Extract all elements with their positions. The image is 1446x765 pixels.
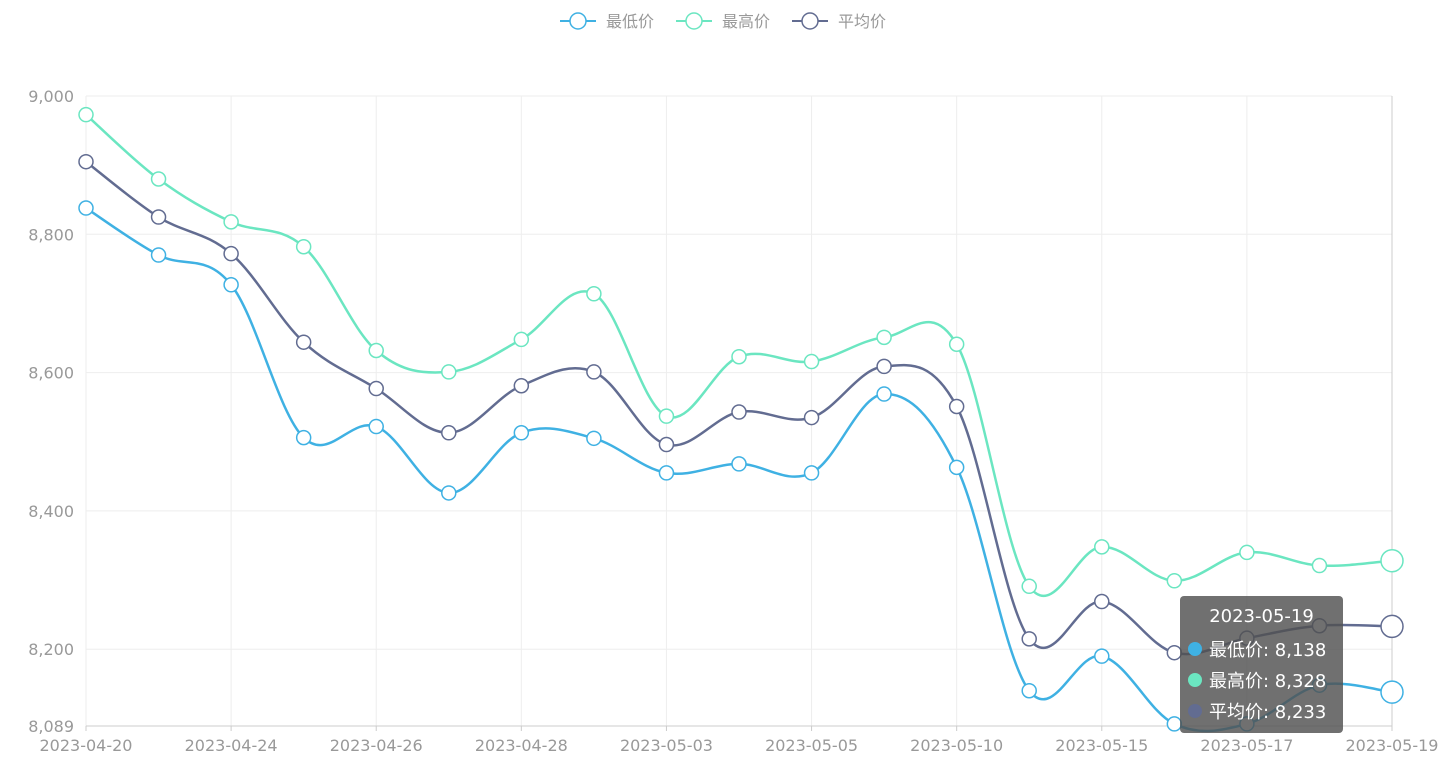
series-point-1: [368, 342, 384, 359]
series-point-2: [78, 153, 94, 170]
series-point-1: [150, 171, 167, 187]
series-point-1: [1380, 548, 1404, 573]
series-point-2: [803, 409, 820, 426]
series-point-0: [731, 456, 747, 472]
series-point-2: [223, 245, 239, 262]
series-point-0: [368, 418, 384, 435]
series-point-0: [948, 459, 965, 476]
series-point-2: [658, 436, 675, 453]
legend-label: 最高价: [722, 12, 770, 31]
series-point-1: [441, 364, 457, 380]
series-point-0: [803, 465, 820, 481]
legend-label: 最低价: [606, 12, 654, 31]
series-point-0: [150, 247, 167, 263]
legend-marker: [801, 12, 819, 30]
y-tick-label: 8,200: [28, 640, 74, 659]
y-tick-label: 8,600: [28, 364, 74, 383]
series-point-1: [1311, 557, 1328, 574]
x-tick-label: 2023-04-20: [40, 736, 133, 755]
x-tick-label: 2023-05-17: [1200, 736, 1293, 755]
x-tick-label: 2023-05-05: [765, 736, 858, 755]
series-point-1: [586, 286, 602, 302]
series-point-0: [586, 430, 602, 447]
series-point-1: [948, 336, 965, 353]
series-point-0: [441, 485, 457, 501]
axes: 8,089 8,200 8,400 8,600 8,800 9,000 2023-04-20…: [28, 87, 1438, 755]
series-point-1: [1094, 539, 1110, 555]
series-point-1: [513, 331, 530, 348]
series-point-2: [368, 380, 384, 397]
tooltip: 2023-05-19 最低价: 8,138 最高价: 8,328 平均价: 8,…: [1180, 596, 1343, 733]
series-point-2: [295, 334, 312, 350]
y-tick-label: 8,800: [28, 225, 74, 244]
series-point-0: [513, 425, 530, 441]
series-point-1: [1166, 573, 1183, 589]
tooltip-date: 2023-05-19: [1209, 606, 1314, 627]
series-point-2: [586, 364, 602, 380]
series-point-0: [295, 429, 312, 446]
series-point-1: [295, 239, 312, 255]
tooltip-row-high: 最高价: 8,328: [1188, 664, 1335, 695]
series-point-2: [1380, 614, 1404, 639]
series-point-0: [658, 465, 675, 481]
series-point-0: [78, 200, 94, 216]
series-point-2: [441, 425, 457, 441]
series-point-2: [513, 378, 530, 394]
x-tick-label: 2023-05-03: [620, 736, 713, 755]
tooltip-row-avg: 平均价: 8,233: [1188, 695, 1335, 726]
series-point-1: [731, 348, 747, 365]
series-point-0: [876, 386, 892, 402]
legend[interactable]: 最低价 最高价 平均价: [560, 12, 886, 31]
series-point-2: [876, 358, 892, 375]
series-lines: [78, 106, 1404, 733]
series-point-2: [1021, 631, 1037, 647]
series-point-1: [1021, 578, 1037, 595]
tooltip-dot-high: [1188, 672, 1202, 687]
tooltip-dot-avg: [1188, 703, 1202, 718]
tooltip-label-low: 最低价: 8,138: [1209, 639, 1327, 661]
x-tick-label: 2023-04-24: [185, 736, 278, 755]
series-point-1: [658, 408, 675, 424]
series-point-1: [876, 329, 892, 346]
series-point-1: [78, 106, 94, 123]
legend-marker: [685, 12, 703, 30]
series-point-1: [1239, 544, 1255, 561]
x-tick-label: 2023-05-19: [1346, 736, 1439, 755]
series-point-0: [223, 277, 239, 293]
series-point-2: [150, 209, 167, 225]
series-point-0: [1094, 648, 1110, 664]
series-point-2: [948, 398, 965, 415]
legend-label: 平均价: [838, 12, 886, 31]
y-tick-label: 9,000: [28, 87, 74, 106]
y-tick-label: 8,089: [28, 717, 74, 736]
x-tick-label: 2023-04-26: [330, 736, 423, 755]
x-tick-label: 2023-05-15: [1055, 736, 1148, 755]
series-point-0: [1380, 680, 1404, 704]
series-point-0: [1021, 682, 1037, 699]
series-point-2: [731, 404, 747, 420]
x-tick-label: 2023-04-28: [475, 736, 568, 755]
series-point-1: [223, 214, 239, 230]
y-tick-label: 8,400: [28, 502, 74, 521]
tooltip-dot-low: [1188, 641, 1202, 656]
tooltip-row-low: 最低价: 8,138: [1188, 633, 1335, 664]
tooltip-label-high: 最高价: 8,328: [1209, 670, 1327, 692]
legend-marker: [569, 12, 587, 30]
x-tick-label: 2023-05-10: [910, 736, 1003, 755]
tooltip-label-avg: 平均价: 8,233: [1209, 701, 1327, 723]
series-point-1: [803, 353, 820, 370]
series-point-2: [1094, 593, 1110, 610]
